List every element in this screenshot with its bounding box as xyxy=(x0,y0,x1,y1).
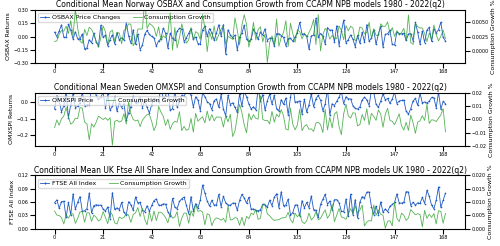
Legend: OMXSPI Price, Consumption Growth: OMXSPI Price, Consumption Growth xyxy=(38,96,186,105)
Y-axis label: Consumption Growth %: Consumption Growth % xyxy=(491,0,496,74)
Title: Conditional Mean Sweden OMXSPI and Consumption Growth from CCAPM NPB models 1980: Conditional Mean Sweden OMXSPI and Consu… xyxy=(54,83,446,92)
Legend: FTSE All Index, Consumption Growth: FTSE All Index, Consumption Growth xyxy=(38,179,189,188)
Title: Conditional Mean Norway OSBAX and Consumption Growth from CCAPM NPB models 1980 : Conditional Mean Norway OSBAX and Consum… xyxy=(56,0,444,9)
Y-axis label: OMXSPI Returns: OMXSPI Returns xyxy=(9,94,14,144)
Y-axis label: Consumption Growth %: Consumption Growth % xyxy=(488,165,493,239)
Y-axis label: Consumption Growth %: Consumption Growth % xyxy=(489,82,494,157)
Y-axis label: OSBAX Returns: OSBAX Returns xyxy=(6,13,11,61)
Legend: OSBAX Price Changes, Consumption Growth: OSBAX Price Changes, Consumption Growth xyxy=(38,13,213,22)
Y-axis label: FTSE All Index: FTSE All Index xyxy=(10,180,15,224)
Title: Conditional Mean UK Ftse All Share Index and Consumption Growth from CCAPM NPB m: Conditional Mean UK Ftse All Share Index… xyxy=(34,166,467,175)
